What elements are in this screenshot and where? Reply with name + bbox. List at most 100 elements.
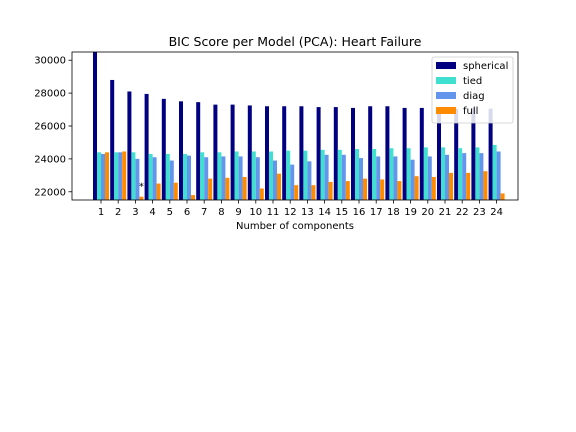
x-tick-label: 9 bbox=[235, 207, 241, 218]
x-tick-label: 16 bbox=[353, 207, 366, 218]
bar-diag-21 bbox=[445, 154, 449, 200]
bar-diag-20 bbox=[427, 156, 432, 200]
x-tick-label: 4 bbox=[149, 207, 155, 218]
bar-tied-7 bbox=[200, 152, 205, 200]
bar-full-8 bbox=[225, 177, 230, 200]
x-tick-label: 6 bbox=[184, 207, 190, 218]
bar-full-16 bbox=[363, 178, 367, 200]
bar-diag-1 bbox=[101, 153, 105, 200]
bar-diag-18 bbox=[393, 156, 398, 200]
bar-diag-10 bbox=[255, 157, 260, 200]
x-tick-label: 3 bbox=[132, 207, 138, 218]
bar-full-1 bbox=[105, 152, 109, 200]
bar-diag-9 bbox=[238, 156, 243, 200]
x-tick-label: 23 bbox=[473, 207, 486, 218]
y-tick-label: 22000 bbox=[34, 187, 66, 198]
bar-diag-6 bbox=[187, 155, 191, 200]
legend-swatch-spherical bbox=[436, 62, 456, 69]
bar-full-2 bbox=[122, 151, 127, 200]
y-tick-label: 24000 bbox=[34, 154, 66, 165]
bar-spherical-10 bbox=[247, 105, 252, 200]
x-tick-label: 10 bbox=[249, 207, 262, 218]
bar-spherical-1 bbox=[93, 52, 97, 200]
bar-spherical-2 bbox=[110, 79, 115, 200]
bar-spherical-17 bbox=[368, 106, 373, 200]
bar-diag-12 bbox=[290, 164, 295, 200]
bar-spherical-6 bbox=[179, 101, 183, 200]
bar-spherical-7 bbox=[196, 102, 201, 200]
bar-tied-21 bbox=[441, 147, 445, 200]
bar-full-6 bbox=[191, 195, 195, 200]
bar-tied-12 bbox=[286, 150, 291, 200]
bar-diag-19 bbox=[410, 159, 415, 200]
x-tick-label: 15 bbox=[335, 207, 348, 218]
bar-tied-1 bbox=[97, 152, 101, 200]
bar-tied-13 bbox=[303, 150, 308, 200]
bar-full-13 bbox=[311, 185, 316, 200]
bar-full-10 bbox=[259, 188, 264, 200]
bar-tied-22 bbox=[458, 148, 463, 200]
bar-spherical-8 bbox=[213, 104, 218, 200]
x-tick-label: 19 bbox=[404, 207, 417, 218]
x-axis-label: Number of components bbox=[236, 221, 354, 232]
legend-swatch-tied bbox=[436, 77, 456, 84]
x-tick-label: 8 bbox=[218, 207, 224, 218]
bar-diag-17 bbox=[376, 156, 381, 200]
bar-diag-13 bbox=[307, 161, 312, 200]
x-tick-label: 1 bbox=[98, 207, 104, 218]
bar-diag-23 bbox=[479, 153, 484, 200]
bar-full-14 bbox=[328, 181, 333, 200]
y-axis-ticks: 22000 24000 26000 28000 30000 bbox=[34, 56, 72, 198]
bar-full-7 bbox=[208, 178, 213, 200]
legend-label-diag: diag bbox=[463, 91, 485, 102]
bar-full-15 bbox=[345, 181, 350, 200]
bar-tied-10 bbox=[251, 151, 256, 200]
bar-spherical-9 bbox=[230, 104, 235, 200]
bar-spherical-14 bbox=[316, 107, 321, 200]
bar-tied-18 bbox=[389, 148, 394, 200]
bar-diag-16 bbox=[359, 158, 363, 200]
bar-diag-2 bbox=[118, 152, 123, 200]
bar-spherical-18 bbox=[385, 106, 390, 200]
bar-tied-14 bbox=[320, 149, 325, 200]
bar-tied-5 bbox=[165, 153, 170, 200]
bar-spherical-20 bbox=[419, 107, 424, 200]
x-tick-label: 17 bbox=[370, 207, 383, 218]
x-tick-label: 12 bbox=[284, 207, 297, 218]
bar-full-5 bbox=[173, 182, 178, 200]
bar-spherical-3 bbox=[127, 91, 132, 200]
x-tick-label: 7 bbox=[201, 207, 207, 218]
bar-diag-8 bbox=[221, 156, 226, 200]
x-tick-label: 20 bbox=[421, 207, 434, 218]
x-tick-label: 5 bbox=[167, 207, 173, 218]
bar-tied-9 bbox=[234, 151, 239, 200]
legend-swatch-full bbox=[436, 107, 456, 114]
bar-tied-8 bbox=[217, 152, 222, 200]
bar-spherical-12 bbox=[282, 106, 287, 200]
legend-label-tied: tied bbox=[463, 76, 482, 87]
bar-full-21 bbox=[449, 172, 453, 200]
y-tick-label: 28000 bbox=[34, 89, 66, 100]
legend-swatch-diag bbox=[436, 92, 456, 99]
bar-spherical-22 bbox=[454, 108, 459, 200]
bar-tied-2 bbox=[114, 152, 119, 200]
x-tick-label: 21 bbox=[439, 207, 452, 218]
bar-spherical-19 bbox=[402, 107, 407, 200]
bar-diag-11 bbox=[273, 160, 277, 200]
bar-tied-19 bbox=[406, 148, 411, 200]
bar-tied-4 bbox=[148, 153, 153, 200]
bar-spherical-15 bbox=[333, 107, 338, 200]
bar-full-20 bbox=[431, 176, 436, 200]
bar-diag-5 bbox=[169, 160, 174, 200]
y-tick-label: 30000 bbox=[34, 56, 66, 67]
bar-diag-22 bbox=[462, 153, 467, 200]
bars-group bbox=[93, 52, 505, 200]
bar-tied-16 bbox=[355, 149, 359, 200]
bar-full-4 bbox=[156, 183, 161, 200]
legend-label-full: full bbox=[463, 106, 478, 117]
bar-full-18 bbox=[397, 181, 402, 200]
x-tick-label: 24 bbox=[490, 207, 503, 218]
bar-spherical-21 bbox=[437, 107, 441, 200]
bar-full-23 bbox=[483, 171, 488, 200]
